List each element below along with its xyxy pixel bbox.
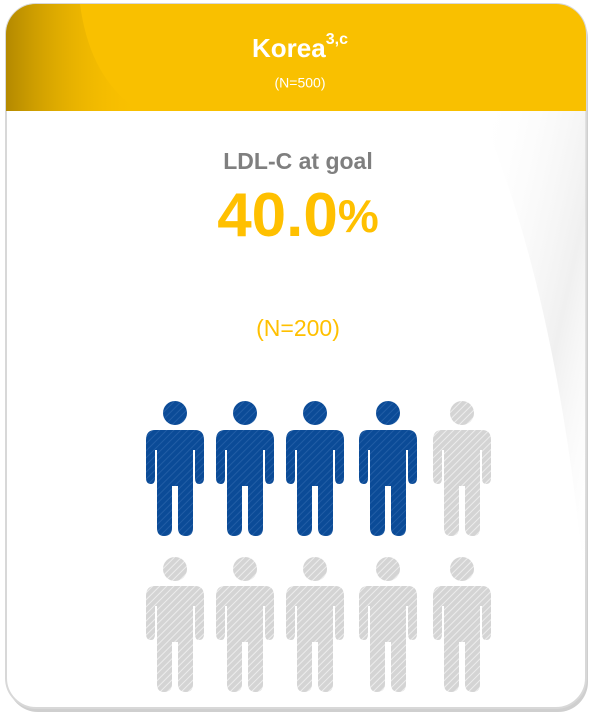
card-sheen <box>480 111 586 600</box>
person-icon-empty <box>433 557 491 692</box>
stat-number: 40.0 <box>217 181 338 250</box>
pictogram <box>146 401 491 692</box>
header-title: Korea3,c <box>252 31 348 63</box>
person-icon-filled <box>146 401 204 536</box>
stat-value: 40.0% <box>217 181 379 250</box>
title-text: Korea <box>252 33 326 63</box>
title-superscript: 3,c <box>326 31 348 48</box>
person-icon-empty <box>433 401 491 536</box>
person-icon-empty <box>146 557 204 692</box>
person-icon-empty <box>286 557 344 692</box>
stat-label: LDL-C at goal <box>223 148 373 174</box>
person-icon-empty <box>359 557 417 692</box>
person-icon-filled <box>216 401 274 536</box>
stat-unit: % <box>338 190 379 242</box>
person-icon-filled <box>359 401 417 536</box>
header-swoosh <box>6 4 140 111</box>
person-icon-empty <box>216 557 274 692</box>
person-icon-filled <box>286 401 344 536</box>
header-subtitle: (N=500) <box>275 75 326 91</box>
stat-count: (N=200) <box>256 315 340 341</box>
